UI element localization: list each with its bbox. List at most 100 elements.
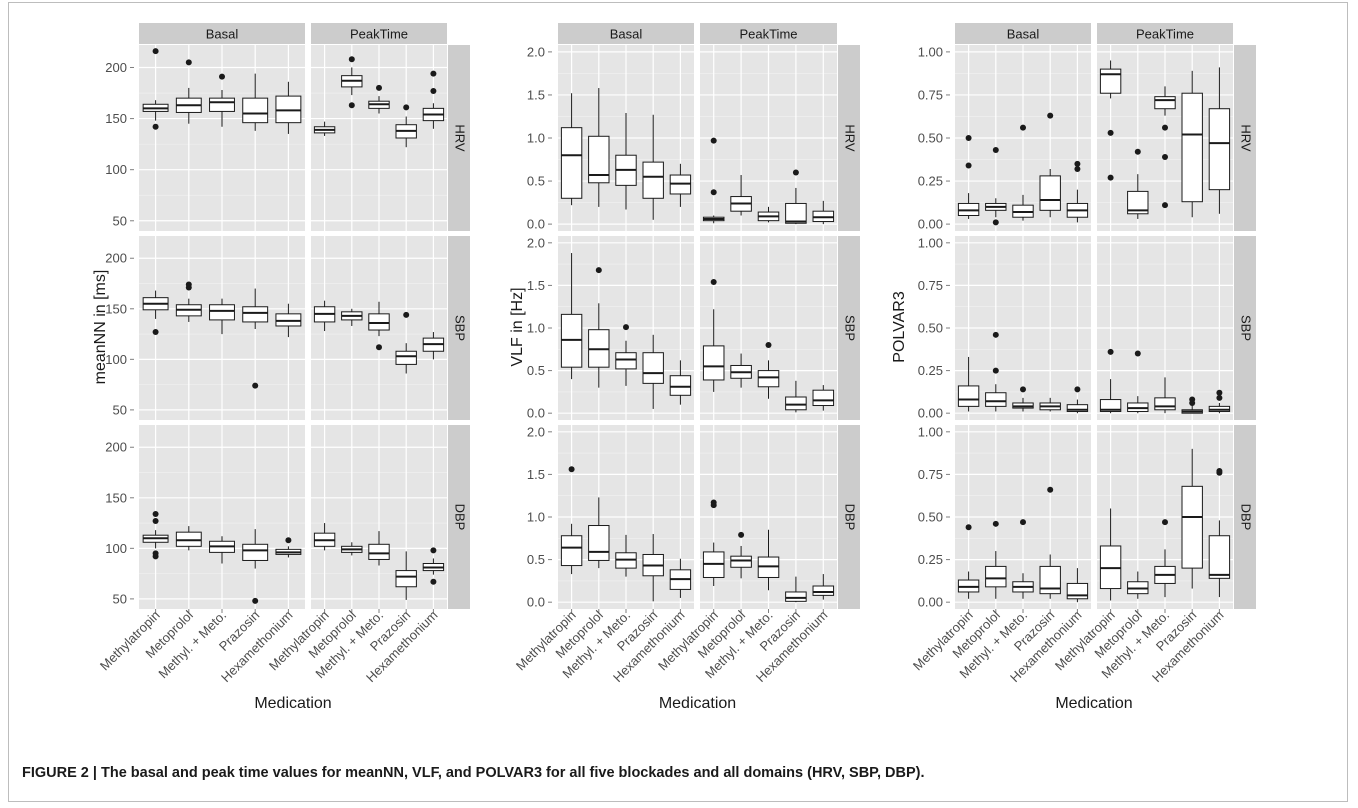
facet-strip-basal <box>139 23 305 44</box>
y-tick-label: 1.0 <box>527 321 545 336</box>
outlier-point <box>792 169 799 176</box>
box <box>785 202 807 224</box>
y-tick-label: 0.0 <box>527 595 545 610</box>
outlier-point <box>1162 153 1168 160</box>
box <box>1127 190 1149 215</box>
outlier-point <box>710 137 717 144</box>
row-label-hrv: HRV <box>1239 124 1254 152</box>
y-axis-title: POLVAR3 <box>891 291 908 363</box>
outlier-point <box>1047 112 1054 119</box>
box <box>275 313 302 327</box>
y-tick-label: 0.50 <box>918 510 943 525</box>
facet-strip-peaktime <box>700 23 837 44</box>
outlier-point <box>1047 486 1054 493</box>
outlier-point <box>765 342 772 349</box>
box <box>757 370 780 388</box>
box <box>588 135 610 184</box>
box <box>209 97 235 112</box>
y-tick-label: 1.0 <box>527 510 545 525</box>
outlier-point <box>185 59 192 66</box>
box <box>812 585 835 596</box>
y-tick-label: 50 <box>113 213 127 228</box>
box <box>242 97 269 124</box>
row-label-dbp: DBP <box>1239 504 1254 531</box>
outlier-point <box>152 329 159 336</box>
y-tick-label: 50 <box>113 402 127 417</box>
row-label-sbp: SBP <box>843 315 858 341</box>
row-strip-hrv <box>838 45 860 231</box>
facet-strip-basal <box>558 23 694 44</box>
outlier-point <box>1020 124 1026 131</box>
outlier-point <box>152 510 159 517</box>
outlier-point <box>1107 129 1114 136</box>
box <box>1066 404 1089 412</box>
outlier-point <box>965 135 972 141</box>
y-tick-label: 150 <box>105 111 127 126</box>
outlier-point <box>965 162 972 169</box>
outlier-point <box>430 547 437 554</box>
box <box>785 396 807 411</box>
box <box>395 570 417 588</box>
outlier-point <box>430 87 437 94</box>
row-strip-dbp <box>1234 425 1256 609</box>
y-tick-label: 0.5 <box>527 552 545 567</box>
box <box>985 392 1007 407</box>
row-strip-hrv <box>448 45 470 231</box>
figure-frame <box>8 2 1348 802</box>
outlier-point <box>623 324 629 331</box>
outlier-point <box>152 48 159 55</box>
row-strip-sbp <box>1234 236 1256 420</box>
box <box>615 352 637 370</box>
facet-label-basal: Basal <box>1007 27 1040 42</box>
outlier-point <box>1162 519 1168 526</box>
y-axis-title: VLF in [Hz] <box>509 287 526 366</box>
box <box>1208 108 1231 191</box>
facet-label-peaktime: PeakTime <box>1136 27 1194 42</box>
outlier-point <box>348 102 355 109</box>
outlier-point <box>992 520 999 527</box>
y-tick-label: 100 <box>105 541 127 556</box>
box <box>1039 565 1061 595</box>
box <box>957 385 980 407</box>
y-tick-label: 1.0 <box>527 131 545 146</box>
outlier-point <box>992 147 999 154</box>
box <box>1099 399 1122 412</box>
outlier-point <box>376 84 382 91</box>
box <box>1181 92 1203 203</box>
outlier-point <box>1134 148 1141 155</box>
outlier-point <box>595 267 602 274</box>
outlier-point <box>738 531 745 538</box>
y-tick-label: 0.00 <box>918 217 943 232</box>
outlier-point <box>1107 348 1114 355</box>
outlier-point <box>1020 386 1026 393</box>
row-strip-sbp <box>838 236 860 420</box>
y-tick-label: 1.5 <box>527 278 545 293</box>
row-label-sbp: SBP <box>1239 315 1254 341</box>
outlier-point <box>185 284 192 291</box>
outlier-point <box>152 123 159 130</box>
box <box>242 306 269 323</box>
box <box>242 543 269 561</box>
row-strip-dbp <box>838 425 860 609</box>
outlier-point <box>1020 519 1026 526</box>
box <box>175 531 202 547</box>
y-tick-label: 150 <box>105 490 127 505</box>
facet-strip-peaktime <box>311 23 447 44</box>
outlier-point <box>285 537 292 544</box>
row-label-hrv: HRV <box>453 124 468 152</box>
x-axis-title: Medication <box>1055 695 1132 712</box>
y-axis-title: meanNN in [ms] <box>92 270 109 385</box>
box <box>669 375 692 396</box>
box <box>560 535 583 567</box>
row-strip-dbp <box>448 425 470 609</box>
outlier-point <box>219 73 225 80</box>
outlier-point <box>710 189 717 196</box>
y-tick-label: 1.5 <box>527 87 545 102</box>
row-label-dbp: DBP <box>843 504 858 531</box>
box <box>368 543 390 560</box>
y-tick-label: 0.00 <box>918 595 943 610</box>
outlier-point <box>1107 174 1114 181</box>
outlier-point <box>430 70 437 77</box>
outlier-point <box>710 279 717 285</box>
